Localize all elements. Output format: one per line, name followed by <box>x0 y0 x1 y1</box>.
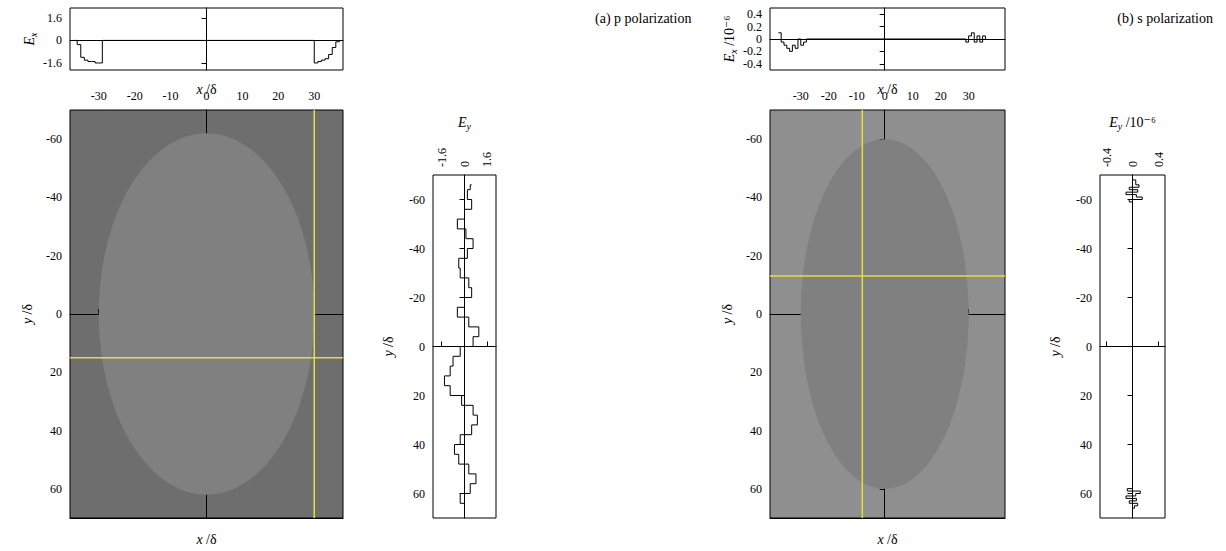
svg-text:60: 60 <box>413 487 425 501</box>
svg-text:-40: -40 <box>746 190 762 204</box>
svg-text:40: 40 <box>413 438 425 452</box>
svg-text:-20: -20 <box>409 291 425 305</box>
svg-text:-60: -60 <box>1076 193 1092 207</box>
svg-text:0: 0 <box>1086 340 1092 354</box>
svg-text:0: 0 <box>56 307 62 321</box>
svg-text:-20: -20 <box>821 89 837 103</box>
svg-text:0.4: 0.4 <box>1152 152 1166 167</box>
svg-text:-60: -60 <box>409 193 425 207</box>
svg-text:40: 40 <box>750 424 762 438</box>
svg-text:/δ: /δ <box>203 532 217 547</box>
svg-text:60: 60 <box>1080 487 1092 501</box>
svg-text:y: y <box>466 121 472 132</box>
svg-text:1.6: 1.6 <box>47 11 62 25</box>
svg-text:-10: -10 <box>849 89 865 103</box>
svg-text:E: E <box>722 53 737 63</box>
svg-text:/10⁻⁶: /10⁻⁶ <box>1122 115 1156 130</box>
svg-text:(b) s polarization: (b) s polarization <box>1117 11 1213 27</box>
svg-text:0: 0 <box>458 161 472 167</box>
svg-text:-0.2: -0.2 <box>743 44 762 58</box>
svg-text:0: 0 <box>204 89 210 103</box>
svg-text:E: E <box>22 37 37 47</box>
svg-text:x: x <box>28 32 39 38</box>
svg-text:0.2: 0.2 <box>747 20 762 34</box>
svg-text:0.4: 0.4 <box>747 7 762 21</box>
svg-text:/δ: /δ <box>20 304 35 318</box>
svg-text:/10⁻⁶: /10⁻⁶ <box>722 16 737 50</box>
svg-text:10: 10 <box>907 89 919 103</box>
svg-text:-20: -20 <box>746 249 762 263</box>
svg-text:(a) p polarization: (a) p polarization <box>595 11 691 27</box>
svg-text:30: 30 <box>963 89 975 103</box>
svg-text:60: 60 <box>750 482 762 496</box>
svg-text:-60: -60 <box>746 132 762 146</box>
svg-text:/δ: /δ <box>720 304 735 318</box>
svg-text:0: 0 <box>419 340 425 354</box>
svg-text:E: E <box>1108 115 1118 130</box>
svg-text:-1.6: -1.6 <box>435 148 449 167</box>
svg-text:20: 20 <box>413 389 425 403</box>
svg-text:-40: -40 <box>409 242 425 256</box>
svg-text:0: 0 <box>756 32 762 46</box>
svg-text:-20: -20 <box>46 249 62 263</box>
svg-text:20: 20 <box>272 89 284 103</box>
svg-text:20: 20 <box>1080 389 1092 403</box>
svg-text:0: 0 <box>756 307 762 321</box>
svg-text:20: 20 <box>750 365 762 379</box>
svg-text:E: E <box>457 115 467 130</box>
svg-text:-30: -30 <box>793 89 809 103</box>
svg-text:-1.6: -1.6 <box>43 56 62 70</box>
svg-text:0: 0 <box>56 33 62 47</box>
svg-text:0: 0 <box>882 89 888 103</box>
svg-text:/δ: /δ <box>381 336 396 350</box>
svg-text:-60: -60 <box>46 132 62 146</box>
svg-text:-20: -20 <box>1076 291 1092 305</box>
svg-text:40: 40 <box>1080 438 1092 452</box>
svg-text:0: 0 <box>1126 161 1140 167</box>
svg-text:30: 30 <box>308 89 320 103</box>
svg-text:-40: -40 <box>1076 242 1092 256</box>
svg-text:20: 20 <box>50 365 62 379</box>
svg-text:-20: -20 <box>127 89 143 103</box>
svg-text:-40: -40 <box>46 190 62 204</box>
svg-text:-10: -10 <box>163 89 179 103</box>
svg-text:-0.4: -0.4 <box>1100 148 1114 167</box>
svg-text:10: 10 <box>236 89 248 103</box>
svg-text:40: 40 <box>50 424 62 438</box>
svg-text:-0.4: -0.4 <box>743 57 762 71</box>
svg-text:60: 60 <box>50 482 62 496</box>
svg-text:/δ: /δ <box>884 532 898 547</box>
svg-text:1.6: 1.6 <box>480 152 494 167</box>
svg-text:/δ: /δ <box>1048 336 1063 350</box>
svg-text:-30: -30 <box>91 89 107 103</box>
svg-text:20: 20 <box>935 89 947 103</box>
